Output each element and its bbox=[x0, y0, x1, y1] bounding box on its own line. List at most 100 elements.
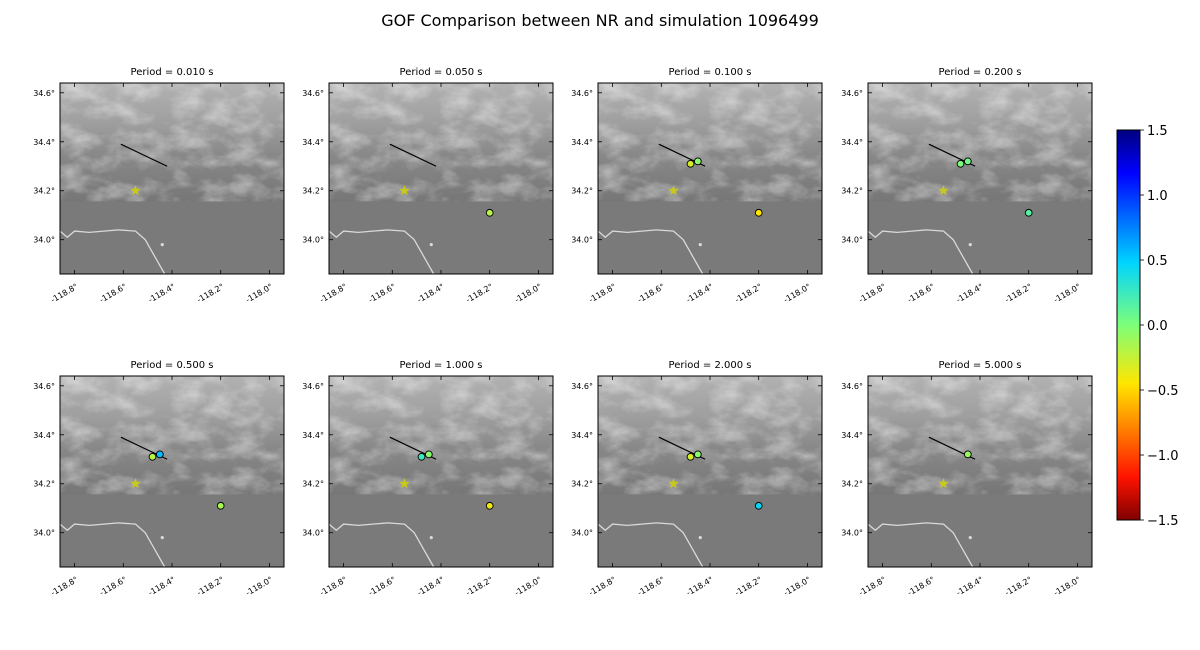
x-tick-label: -118.4° bbox=[416, 282, 446, 305]
island-marker bbox=[160, 536, 164, 540]
map-panel: 34.0° 34.2° 34.4° 34.6° -118.8° -118.6° -118.4… bbox=[571, 67, 823, 305]
panel-title: Period = 5.000 s bbox=[939, 360, 1022, 371]
x-tick-label: -118.8° bbox=[587, 575, 617, 598]
x-tick-label: -118.4° bbox=[685, 282, 715, 305]
x-tick-label: -118.4° bbox=[147, 575, 177, 598]
map-panel: 34.0° 34.2° 34.4° 34.6° -118.8° -118.6° -118.4… bbox=[841, 67, 1093, 305]
x-tick-label: -118.0° bbox=[782, 575, 812, 598]
colorbar-tick-label: −1.0 bbox=[1147, 449, 1179, 464]
y-tick-label: 34.4° bbox=[841, 431, 863, 440]
x-tick-label: -118.8° bbox=[49, 575, 79, 598]
x-tick-label: -118.0° bbox=[513, 575, 543, 598]
x-tick-label: -118.4° bbox=[147, 282, 177, 305]
x-tick-label: -118.0° bbox=[1052, 282, 1082, 305]
y-tick-label: 34.6° bbox=[33, 89, 55, 98]
epicenter-star-icon bbox=[399, 478, 410, 489]
island-marker bbox=[968, 536, 972, 540]
y-tick-label: 34.4° bbox=[841, 138, 863, 147]
map-panel: 34.0° 34.2° 34.4° 34.6° -118.8° -118.6° -118.4… bbox=[841, 360, 1093, 598]
panel-title: Period = 0.500 s bbox=[131, 360, 214, 371]
colorbar: 1.5 1.0 0.5 0.0 −0.5 −1.0 −1.5 bbox=[1116, 124, 1179, 529]
x-tick-label: -118.0° bbox=[1052, 575, 1082, 598]
epicenter-star-icon bbox=[668, 478, 679, 489]
panel-title: Period = 1.000 s bbox=[400, 360, 483, 371]
station-marker bbox=[963, 450, 972, 459]
y-tick-label: 34.6° bbox=[841, 382, 863, 391]
x-tick-label: -118.6° bbox=[906, 282, 936, 305]
map-panel: 34.0° 34.2° 34.4° 34.6° -118.8° -118.6° -118.4… bbox=[302, 67, 554, 305]
epicenter-star-icon bbox=[668, 185, 679, 196]
epicenter-star-icon bbox=[938, 478, 949, 489]
x-tick-label: -118.2° bbox=[733, 575, 763, 598]
station-marker bbox=[956, 159, 965, 168]
x-tick-label: -118.2° bbox=[464, 282, 494, 305]
coastline bbox=[328, 522, 435, 568]
x-tick-label: -118.6° bbox=[906, 575, 936, 598]
x-tick-label: -118.2° bbox=[1003, 575, 1033, 598]
y-tick-label: 34.0° bbox=[33, 236, 55, 245]
y-tick-label: 34.2° bbox=[571, 187, 593, 196]
y-tick-label: 34.4° bbox=[33, 138, 55, 147]
x-tick-label: -118.2° bbox=[195, 575, 225, 598]
island-marker bbox=[429, 243, 433, 247]
coastline bbox=[328, 229, 435, 275]
terrain-texture bbox=[868, 83, 1092, 202]
x-tick-label: -118.6° bbox=[98, 575, 128, 598]
x-tick-label: -118.8° bbox=[857, 282, 887, 305]
epicenter-star-icon bbox=[399, 185, 410, 196]
y-tick-label: 34.0° bbox=[841, 529, 863, 538]
x-tick-label: -118.6° bbox=[636, 575, 666, 598]
x-tick-label: -118.0° bbox=[244, 282, 274, 305]
y-tick-label: 34.0° bbox=[571, 236, 593, 245]
panel-title: Period = 2.000 s bbox=[669, 360, 752, 371]
station-marker bbox=[148, 452, 157, 461]
colorbar-tick-label: 1.0 bbox=[1147, 189, 1168, 204]
coastline bbox=[867, 522, 974, 568]
y-tick-label: 34.4° bbox=[302, 138, 324, 147]
island-marker bbox=[429, 536, 433, 540]
y-tick-label: 34.0° bbox=[571, 529, 593, 538]
station-marker bbox=[686, 452, 695, 461]
map-panel: 34.0° 34.2° 34.4° 34.6° -118.8° -118.6° -118.4… bbox=[33, 67, 285, 305]
station-marker bbox=[1024, 208, 1033, 217]
y-tick-label: 34.4° bbox=[302, 431, 324, 440]
y-tick-label: 34.6° bbox=[841, 89, 863, 98]
figure-title: GOF Comparison between NR and simulation… bbox=[381, 11, 819, 30]
y-tick-label: 34.2° bbox=[841, 187, 863, 196]
island-marker bbox=[698, 536, 702, 540]
x-tick-label: -118.6° bbox=[367, 282, 397, 305]
station-marker bbox=[693, 157, 702, 166]
panel-grid: 34.0° 34.2° 34.4° 34.6° -118.8° -118.6° -118.4… bbox=[33, 67, 1093, 598]
epicenter-star-icon bbox=[130, 185, 141, 196]
y-tick-label: 34.2° bbox=[571, 480, 593, 489]
terrain-texture bbox=[329, 376, 553, 495]
panel-title: Period = 0.050 s bbox=[400, 67, 483, 78]
y-tick-label: 34.4° bbox=[571, 138, 593, 147]
x-tick-label: -118.4° bbox=[955, 282, 985, 305]
island-marker bbox=[968, 243, 972, 247]
x-tick-label: -118.8° bbox=[49, 282, 79, 305]
y-tick-label: 34.0° bbox=[841, 236, 863, 245]
panel-title: Period = 0.010 s bbox=[131, 67, 214, 78]
terrain-texture bbox=[598, 376, 822, 495]
coastline bbox=[59, 522, 166, 568]
colorbar-tick-label: 1.5 bbox=[1147, 124, 1168, 139]
station-marker bbox=[485, 208, 494, 217]
fault-trace bbox=[120, 143, 168, 167]
panel-title: Period = 0.200 s bbox=[939, 67, 1022, 78]
coastline bbox=[867, 229, 974, 275]
y-tick-label: 34.4° bbox=[571, 431, 593, 440]
station-marker bbox=[216, 501, 225, 510]
map-panel: 34.0° 34.2° 34.4° 34.6° -118.8° -118.6° -118.4… bbox=[302, 360, 554, 598]
island-marker bbox=[698, 243, 702, 247]
x-tick-label: -118.4° bbox=[955, 575, 985, 598]
station-marker bbox=[417, 452, 426, 461]
terrain-texture bbox=[329, 83, 553, 202]
y-tick-label: 34.6° bbox=[571, 382, 593, 391]
y-tick-label: 34.6° bbox=[33, 382, 55, 391]
x-tick-label: -118.2° bbox=[464, 575, 494, 598]
station-marker bbox=[754, 501, 763, 510]
station-marker bbox=[155, 450, 164, 459]
terrain-texture bbox=[60, 376, 284, 495]
station-marker bbox=[754, 208, 763, 217]
